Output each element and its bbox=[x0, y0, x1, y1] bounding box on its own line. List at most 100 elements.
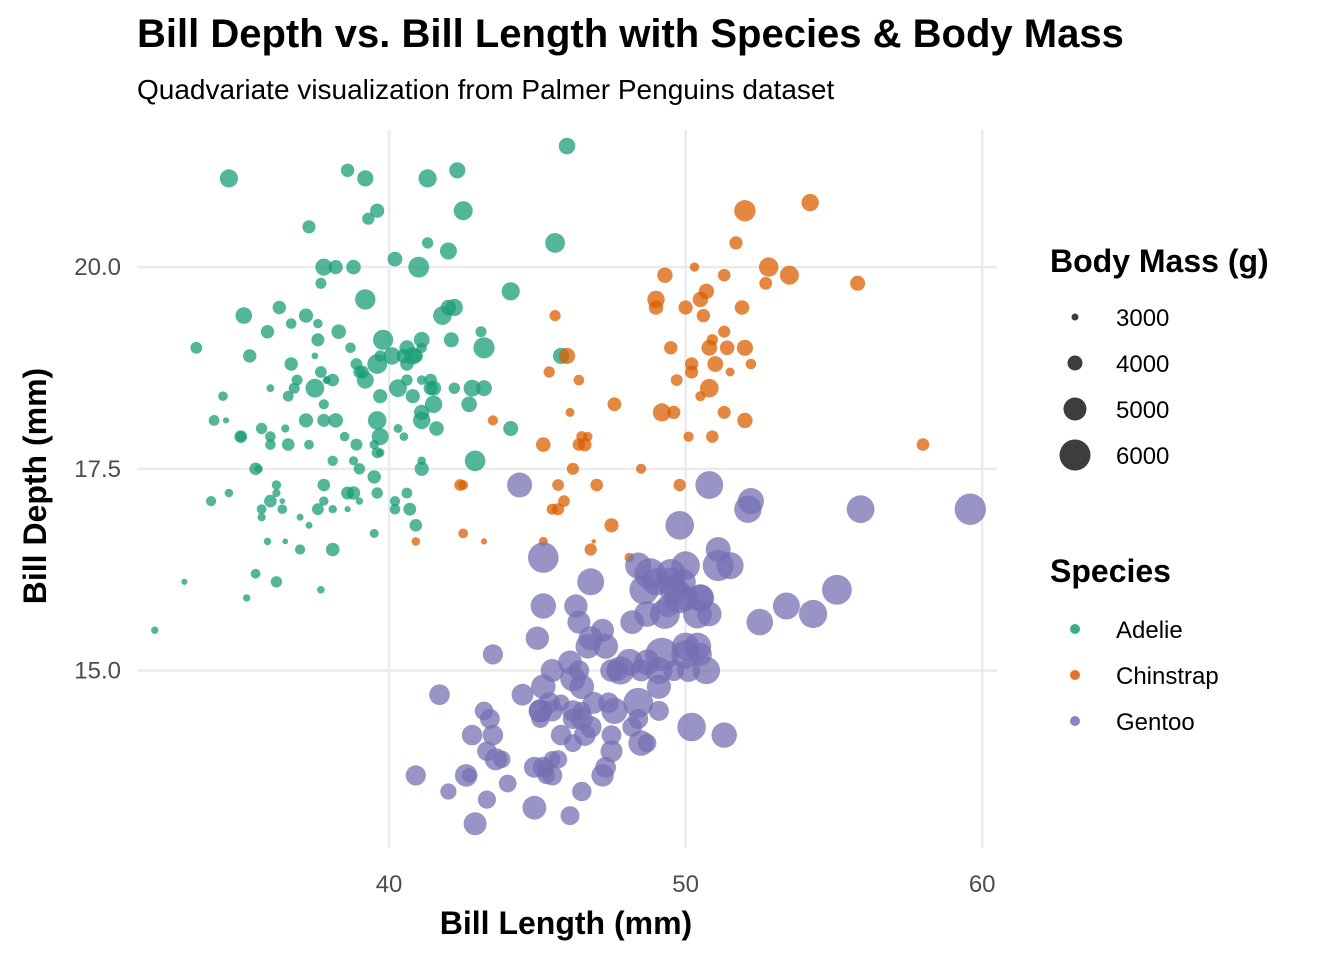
point-adelie bbox=[443, 332, 459, 348]
point-adelie bbox=[264, 494, 277, 508]
point-chinstrap bbox=[707, 356, 724, 372]
point-adelie bbox=[401, 487, 413, 499]
point-gentoo bbox=[746, 608, 774, 636]
point-chinstrap bbox=[584, 543, 597, 556]
point-chinstrap bbox=[745, 358, 757, 370]
size-legend: Body Mass (g) 3000 4000 5000 6000 bbox=[1050, 243, 1269, 471]
point-adelie bbox=[298, 413, 314, 428]
point-gentoo bbox=[677, 712, 706, 742]
point-chinstrap bbox=[558, 347, 576, 364]
point-adelie bbox=[256, 504, 267, 515]
point-adelie bbox=[501, 282, 520, 301]
point-adelie bbox=[323, 376, 330, 384]
point-adelie bbox=[350, 438, 363, 451]
point-adelie bbox=[558, 137, 576, 155]
point-gentoo bbox=[683, 599, 712, 629]
point-adelie bbox=[405, 389, 420, 404]
point-gentoo bbox=[628, 730, 654, 756]
point-gentoo bbox=[688, 642, 712, 666]
point-adelie bbox=[424, 395, 443, 413]
point-adelie bbox=[317, 413, 331, 427]
point-chinstrap bbox=[657, 267, 673, 283]
point-chinstrap bbox=[696, 308, 711, 323]
point-adelie bbox=[426, 380, 442, 396]
point-adelie bbox=[461, 396, 477, 413]
point-adelie bbox=[356, 371, 374, 389]
point-adelie bbox=[255, 422, 268, 435]
point-adelie bbox=[355, 497, 364, 505]
point-adelie bbox=[285, 318, 297, 329]
point-gentoo bbox=[577, 568, 605, 596]
point-adelie bbox=[371, 428, 389, 446]
point-gentoo bbox=[405, 765, 426, 786]
point-chinstrap bbox=[536, 437, 551, 452]
point-adelie bbox=[305, 378, 325, 398]
point-gentoo bbox=[628, 708, 649, 729]
point-gentoo bbox=[493, 750, 511, 768]
point-chinstrap bbox=[734, 200, 756, 222]
point-gentoo bbox=[600, 740, 623, 763]
point-adelie bbox=[464, 450, 486, 472]
point-adelie bbox=[151, 626, 159, 634]
size-legend-label: 5000 bbox=[1116, 397, 1169, 424]
point-gentoo bbox=[541, 700, 563, 722]
species-legend-key bbox=[1070, 670, 1080, 680]
species-legend-label: Gentoo bbox=[1116, 709, 1195, 736]
point-gentoo bbox=[601, 725, 622, 745]
point-adelie bbox=[254, 464, 263, 473]
point-adelie bbox=[371, 487, 383, 499]
point-adelie bbox=[503, 421, 519, 436]
point-adelie bbox=[373, 389, 388, 404]
point-chinstrap bbox=[678, 300, 693, 315]
point-adelie bbox=[235, 307, 253, 324]
point-gentoo bbox=[461, 768, 477, 783]
x-axis-title: Bill Length (mm) bbox=[440, 905, 692, 941]
point-chinstrap bbox=[590, 478, 603, 492]
point-chinstrap bbox=[670, 374, 683, 386]
species-legend-key bbox=[1070, 624, 1080, 634]
point-chinstrap bbox=[737, 412, 753, 429]
point-adelie bbox=[318, 399, 329, 410]
point-gentoo bbox=[669, 568, 696, 595]
point-adelie bbox=[298, 308, 314, 323]
point-gentoo bbox=[822, 574, 852, 605]
point-adelie bbox=[414, 461, 429, 476]
point-adelie bbox=[266, 384, 275, 393]
point-adelie bbox=[409, 519, 423, 532]
point-gentoo bbox=[648, 700, 669, 721]
point-chinstrap bbox=[717, 405, 731, 419]
chart-title: Bill Depth vs. Bill Length with Species … bbox=[137, 12, 1124, 56]
point-chinstrap bbox=[706, 430, 719, 443]
point-chinstrap bbox=[636, 463, 647, 474]
axes: 40 50 60 15.0 17.5 20.0 bbox=[74, 254, 995, 898]
point-chinstrap bbox=[458, 480, 469, 490]
point-adelie bbox=[357, 170, 374, 187]
x-tick-label: 40 bbox=[376, 871, 403, 898]
point-adelie bbox=[453, 201, 473, 221]
point-gentoo bbox=[528, 542, 559, 573]
point-adelie bbox=[393, 424, 403, 433]
point-gentoo bbox=[634, 558, 666, 590]
point-chinstrap bbox=[549, 310, 561, 322]
point-gentoo bbox=[549, 750, 568, 769]
point-gentoo bbox=[582, 691, 605, 714]
point-adelie bbox=[373, 329, 394, 350]
point-adelie bbox=[243, 349, 257, 363]
point-chinstrap bbox=[736, 339, 754, 356]
point-chinstrap bbox=[717, 268, 731, 282]
point-gentoo bbox=[429, 684, 450, 705]
point-adelie bbox=[265, 431, 276, 442]
point-chinstrap bbox=[916, 438, 930, 451]
point-chinstrap bbox=[566, 462, 580, 475]
point-gentoo bbox=[477, 741, 497, 761]
point-gentoo bbox=[579, 716, 602, 738]
point-gentoo bbox=[623, 687, 654, 718]
point-adelie bbox=[282, 538, 289, 545]
point-chinstrap bbox=[698, 283, 715, 299]
point-adelie bbox=[353, 463, 366, 475]
point-gentoo bbox=[563, 734, 582, 753]
point-adelie bbox=[445, 298, 463, 317]
point-adelie bbox=[416, 375, 427, 385]
point-chinstrap bbox=[652, 403, 672, 422]
point-chinstrap bbox=[565, 407, 575, 417]
